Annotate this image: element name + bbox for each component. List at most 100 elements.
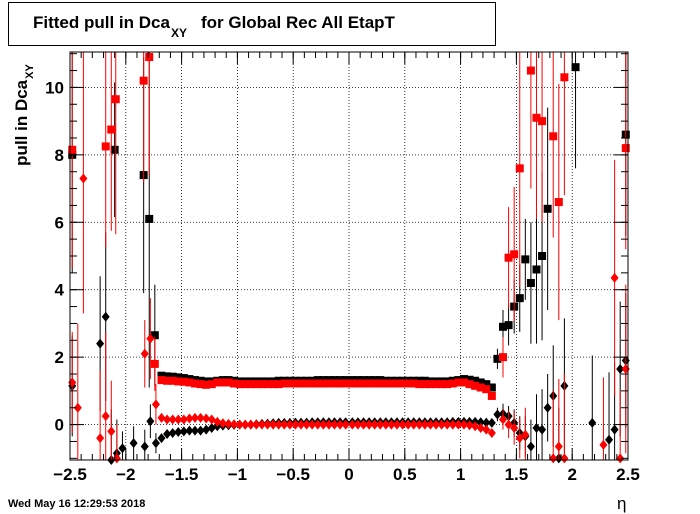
square-marker <box>235 380 244 389</box>
square-marker <box>111 95 120 104</box>
square-marker <box>302 379 311 388</box>
diamond-marker <box>465 420 474 431</box>
diamond-marker <box>543 402 552 413</box>
diamond-marker <box>140 348 149 359</box>
y-axis-label: pull in DcaXY <box>12 64 36 166</box>
diamond-marker <box>616 453 625 464</box>
square-marker <box>353 379 362 388</box>
square-marker <box>365 379 374 388</box>
diamond-marker <box>376 419 385 430</box>
square-marker <box>179 377 188 386</box>
square-marker <box>324 379 333 388</box>
diamond-marker <box>549 453 558 464</box>
diamond-marker <box>179 414 188 425</box>
data-marks <box>68 52 630 465</box>
square-marker <box>213 378 222 387</box>
square-marker <box>336 379 345 388</box>
diamond-marker <box>560 453 569 464</box>
square-marker <box>263 380 272 389</box>
diamond-marker <box>190 425 199 436</box>
diamond-marker <box>285 419 294 430</box>
diamond-marker <box>348 419 357 430</box>
diamond-marker <box>398 419 407 430</box>
square-marker <box>246 380 255 389</box>
diamond-marker <box>218 418 227 429</box>
title-main: Fitted pull in Dca <box>33 13 170 32</box>
diamond-marker <box>129 438 138 449</box>
square-marker <box>68 145 77 154</box>
diamond-marker <box>588 417 597 428</box>
ylabel-main: pull in Dca <box>12 79 31 166</box>
diamond-marker <box>554 441 563 452</box>
diamond-marker <box>432 419 441 430</box>
square-marker <box>359 379 368 388</box>
square-marker <box>515 164 524 173</box>
diamond-marker <box>471 421 480 432</box>
square-marker <box>241 380 250 389</box>
diamond-marker <box>476 422 485 433</box>
square-marker <box>532 113 541 122</box>
diamond-marker <box>404 419 413 430</box>
diamond-marker <box>415 419 424 430</box>
diamond-marker <box>163 414 172 425</box>
diamond-marker <box>280 419 289 430</box>
diamond-marker <box>365 419 374 430</box>
diamond-marker <box>521 429 530 440</box>
y-tick-label: 6 <box>55 213 64 232</box>
diamond-marker <box>504 419 513 430</box>
square-marker <box>392 379 401 388</box>
square-marker <box>297 379 306 388</box>
x-tick-label: 1.5 <box>505 465 529 484</box>
square-marker <box>510 250 519 259</box>
x-tick-label: −0.5 <box>276 465 310 484</box>
square-marker <box>398 379 407 388</box>
diamond-marker <box>482 424 491 435</box>
x-tick-label: 0.5 <box>393 465 417 484</box>
diamond-marker <box>476 417 485 428</box>
diamond-marker <box>196 425 205 436</box>
diamond-marker <box>202 424 211 435</box>
series-3 <box>68 52 630 464</box>
x-tick-label: 1 <box>456 465 465 484</box>
square-marker <box>190 379 199 388</box>
square-marker <box>476 383 485 392</box>
square-marker <box>420 380 429 389</box>
square-marker <box>471 381 480 390</box>
square-marker <box>560 73 569 82</box>
square-marker <box>341 379 350 388</box>
square-marker <box>157 371 166 380</box>
diamond-marker <box>532 422 541 433</box>
square-marker <box>370 379 379 388</box>
x-tick-label: −2 <box>116 465 135 484</box>
square-marker <box>110 145 119 154</box>
ylabel-subscript: XY <box>24 64 36 79</box>
diamond-marker <box>174 427 183 438</box>
square-marker <box>554 198 563 207</box>
diamond-marker <box>526 441 535 452</box>
diamond-marker <box>443 419 452 430</box>
diamond-marker <box>409 419 418 430</box>
diamond-marker <box>107 426 116 437</box>
diamond-marker <box>599 439 608 450</box>
diamond-marker <box>168 414 177 425</box>
square-marker <box>185 378 194 387</box>
diamond-marker <box>605 434 614 445</box>
diamond-marker <box>163 429 172 440</box>
diamond-marker <box>151 399 160 410</box>
diamond-marker <box>487 417 496 428</box>
diamond-marker <box>487 428 496 439</box>
square-marker <box>538 252 547 260</box>
square-marker <box>465 375 474 384</box>
square-marker <box>504 321 513 330</box>
square-marker <box>381 379 390 388</box>
square-marker <box>319 379 328 388</box>
diamond-marker <box>454 419 463 430</box>
diamond-marker <box>381 419 390 430</box>
square-marker <box>230 379 239 388</box>
square-marker <box>571 63 580 72</box>
square-marker <box>145 53 154 62</box>
square-marker <box>252 380 261 389</box>
square-marker <box>404 379 413 388</box>
diamond-marker <box>96 338 105 349</box>
square-marker <box>168 372 177 381</box>
